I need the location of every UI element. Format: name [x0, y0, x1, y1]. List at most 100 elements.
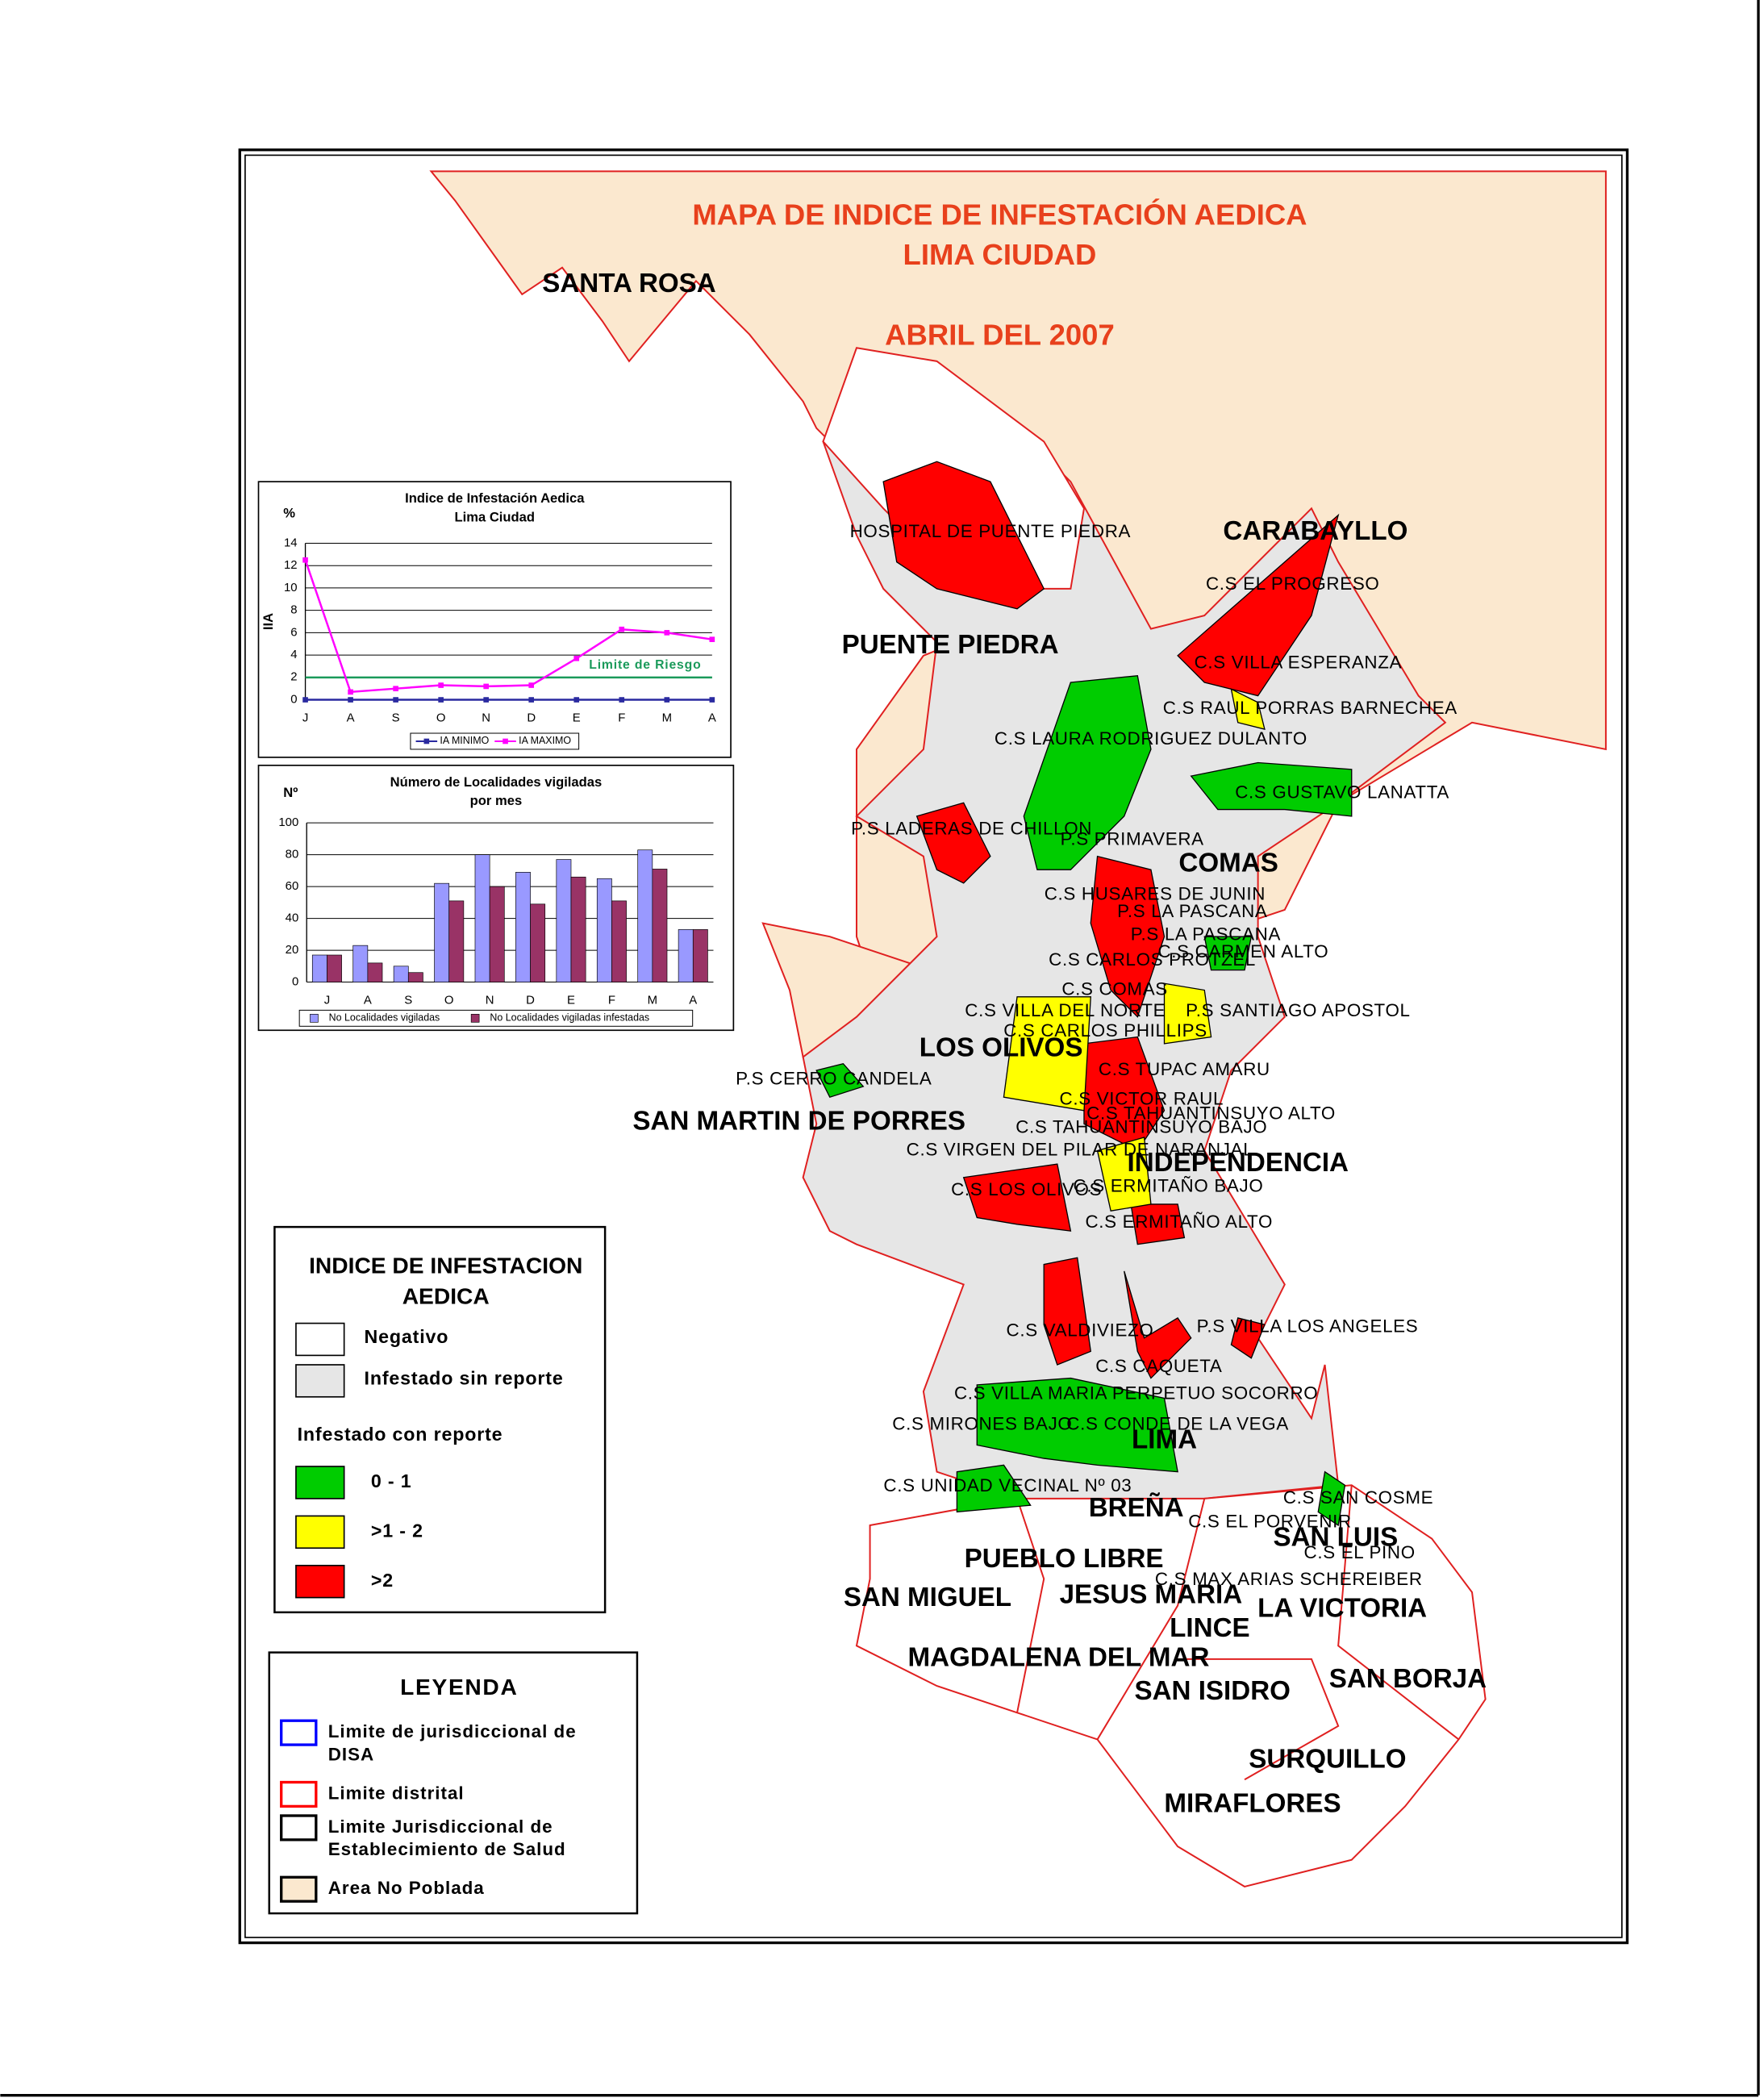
- y-axis-label: IIA: [261, 613, 276, 630]
- legend-label: Infestado sin reporte: [365, 1367, 564, 1388]
- marker: [619, 626, 625, 632]
- facility-label: C.S VILLA ESPERANZA: [1195, 653, 1403, 673]
- y-tick-label: 0: [290, 692, 297, 706]
- legend-label: No Localidades vigiladas: [329, 1012, 440, 1024]
- legend-swatch: [280, 1719, 318, 1746]
- district-label: SURQUILLO: [1249, 1745, 1406, 1775]
- legend-box: [268, 1651, 639, 1915]
- x-tick-label: D: [527, 711, 536, 725]
- marker: [619, 697, 625, 703]
- chart-legend: IA MINIMO IA MAXIMO: [410, 732, 580, 750]
- y-tick-label: 12: [284, 558, 298, 572]
- y-tick-label: 100: [278, 815, 298, 829]
- line-series: [304, 559, 713, 694]
- facility-label: C.S CARMEN ALTO: [1157, 941, 1328, 961]
- zone-red: [1130, 1203, 1186, 1245]
- facility-label: C.S TAHUANTINSUYO BAJO: [1015, 1116, 1267, 1137]
- zone-green: [1190, 761, 1353, 817]
- facility-label: C.S VILLA MARIA PERPETUO SOCORRO: [954, 1383, 1318, 1403]
- x-tick-label: N: [482, 711, 490, 725]
- chart-box: [257, 481, 732, 758]
- chart: Número de Localidades vigiladas por mes Nº…: [257, 765, 735, 1032]
- bar: [652, 869, 668, 982]
- legend-swatch: [295, 1564, 345, 1599]
- zone-green: [976, 1377, 1178, 1473]
- x-tick-label: E: [573, 711, 581, 725]
- legends: INDICE DE INFESTACION AEDICA Negativo Infes…: [268, 1225, 639, 1915]
- district-label: SAN ISIDRO: [1135, 1676, 1291, 1706]
- x-tick-label: J: [302, 711, 308, 725]
- zone-red: [1090, 855, 1166, 1018]
- bar: [448, 900, 465, 982]
- marker: [483, 697, 489, 703]
- bar: [489, 886, 505, 982]
- facility-label: C.S CARLOS PHILLIPS: [1003, 1020, 1207, 1041]
- district-label: PUENTE PIEDRA: [842, 630, 1059, 660]
- bar: [515, 872, 531, 982]
- charts: Indice de Infestación Aedica Lima Ciudad%…: [257, 481, 735, 1032]
- zone-green: [815, 1063, 865, 1099]
- legend-label: Area No Poblada: [328, 1878, 485, 1898]
- bar: [352, 945, 369, 982]
- legend-label: Limite de jurisdiccional de: [328, 1721, 577, 1741]
- bar: [530, 903, 546, 982]
- chart-title: Indice de Infestación Aedica: [405, 490, 585, 506]
- facility-label: C.S MAX ARIAS SCHEREIBER: [1155, 1569, 1423, 1589]
- facility-label: C.S VALDIVIEZO: [1007, 1320, 1154, 1340]
- marker: [393, 697, 398, 703]
- district-label: LINCE: [1170, 1613, 1249, 1643]
- facility-label: P.S LADERAS DE CHILLON: [851, 818, 1092, 838]
- facility-label: C.S RAUL PORRAS BARNECHEA: [1163, 698, 1457, 718]
- zone-red: [915, 802, 991, 884]
- x-tick-label: A: [689, 994, 697, 1007]
- chart-title: por mes: [470, 793, 523, 808]
- district-label: SAN MIGUEL: [844, 1583, 1011, 1612]
- zone-yellow: [1096, 1137, 1152, 1212]
- map-title: MAPA DE INDICE DE INFESTACIÓN AEDICA: [692, 197, 1307, 231]
- facility-label: P.S LA PASCANA: [1131, 924, 1281, 944]
- chart-title: Número de Localidades vigiladas: [390, 774, 603, 790]
- zone-green: [1023, 674, 1152, 870]
- bar: [556, 859, 572, 982]
- district-line: [1178, 1658, 1340, 1781]
- district-label: MIRAFLORES: [1164, 1788, 1341, 1818]
- x-tick-label: A: [347, 711, 355, 725]
- unit-label: %: [283, 505, 295, 520]
- bar: [327, 954, 342, 982]
- unit-label: Nº: [283, 785, 298, 800]
- chart-legend: No Localidades vigiladas No Localidades v…: [298, 1009, 694, 1027]
- facility-label: C.S EL PINO: [1304, 1542, 1416, 1562]
- bar: [311, 954, 327, 982]
- map-frame-inner: [244, 154, 1623, 1938]
- x-tick-label: S: [404, 994, 412, 1007]
- x-tick-label: M: [662, 711, 672, 725]
- district-label: INDEPENDENCIA: [1127, 1148, 1349, 1178]
- district-line: [1096, 1498, 1206, 1740]
- facility-label: C.S LAURA RODRIGUEZ DULANTO: [995, 728, 1307, 749]
- facility-label: P.S LA PASCANA: [1117, 901, 1267, 921]
- facility-label: C.S VILLA DEL NORTE: [965, 1000, 1166, 1020]
- facility-label: P.S CERRO CANDELA: [736, 1069, 932, 1089]
- bar: [474, 854, 490, 982]
- marker: [348, 689, 353, 695]
- district-label: SAN LUIS: [1273, 1522, 1398, 1552]
- x-tick-label: M: [648, 994, 657, 1007]
- legend-swatch: [503, 738, 508, 745]
- y-tick-label: 8: [290, 603, 297, 617]
- x-tick-label: N: [486, 994, 494, 1007]
- bar: [434, 882, 450, 982]
- chart-title: Lima Ciudad: [455, 509, 535, 524]
- facility-label: C.S UNIDAD VECINAL Nº 03: [883, 1475, 1132, 1495]
- marker: [302, 557, 308, 563]
- y-tick-label: 2: [290, 670, 297, 684]
- index-legend: INDICE DE INFESTACION AEDICA Negativo Infes…: [273, 1225, 607, 1614]
- y-tick-label: 20: [286, 943, 299, 957]
- facility-label: C.S TAHUANTINSUYO ALTO: [1086, 1103, 1336, 1124]
- marker: [709, 697, 715, 703]
- y-tick-label: 4: [290, 648, 297, 661]
- y-tick-label: 10: [284, 581, 298, 594]
- marker: [573, 697, 580, 703]
- marker: [573, 655, 580, 661]
- marker: [348, 697, 353, 703]
